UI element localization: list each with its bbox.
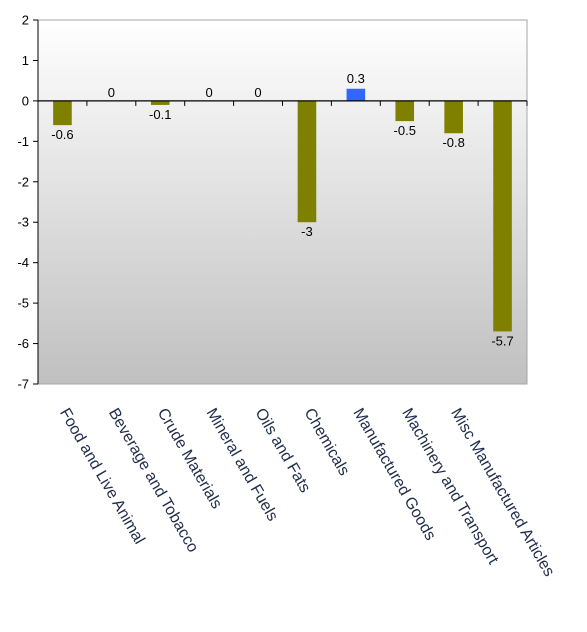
category-label: Chemicals xyxy=(300,406,352,479)
y-tick-label: -7 xyxy=(17,377,29,392)
bar xyxy=(493,101,512,332)
category-label: Food and Live Animal xyxy=(56,406,148,548)
y-tick-label: 1 xyxy=(22,53,29,68)
category-label: Beverage and Tobacco xyxy=(105,406,201,556)
y-tick-label: -3 xyxy=(17,215,29,230)
bar xyxy=(444,101,463,133)
bar xyxy=(395,101,414,121)
y-tick-label: -6 xyxy=(17,336,29,351)
y-tick-label: -4 xyxy=(17,255,29,270)
y-axis-ticks: 2 1 0 -1 -2 -3 -4 -5 -6 -7 xyxy=(17,13,38,392)
y-tick-label: -2 xyxy=(17,174,29,189)
bar xyxy=(151,101,170,105)
y-tick-label: 2 xyxy=(22,13,29,28)
bar xyxy=(298,101,317,222)
y-tick-label: -5 xyxy=(17,296,29,311)
bar xyxy=(347,89,366,101)
bar xyxy=(53,101,72,125)
data-label: -3 xyxy=(301,224,313,239)
data-label: 0.3 xyxy=(347,71,365,86)
data-label: -0.8 xyxy=(442,135,464,150)
category-label: Machinery and Transport xyxy=(398,406,501,568)
y-tick-label: -1 xyxy=(17,134,29,149)
data-label: -0.6 xyxy=(51,127,73,142)
data-label: 0 xyxy=(108,85,115,100)
data-label: -0.5 xyxy=(394,123,416,138)
data-label: 0 xyxy=(206,85,213,100)
y-tick-label: 0 xyxy=(22,93,29,108)
data-label: -0.1 xyxy=(149,107,171,122)
data-label: 0 xyxy=(254,85,261,100)
plot-area xyxy=(38,20,527,384)
data-label: -5.7 xyxy=(491,333,513,348)
